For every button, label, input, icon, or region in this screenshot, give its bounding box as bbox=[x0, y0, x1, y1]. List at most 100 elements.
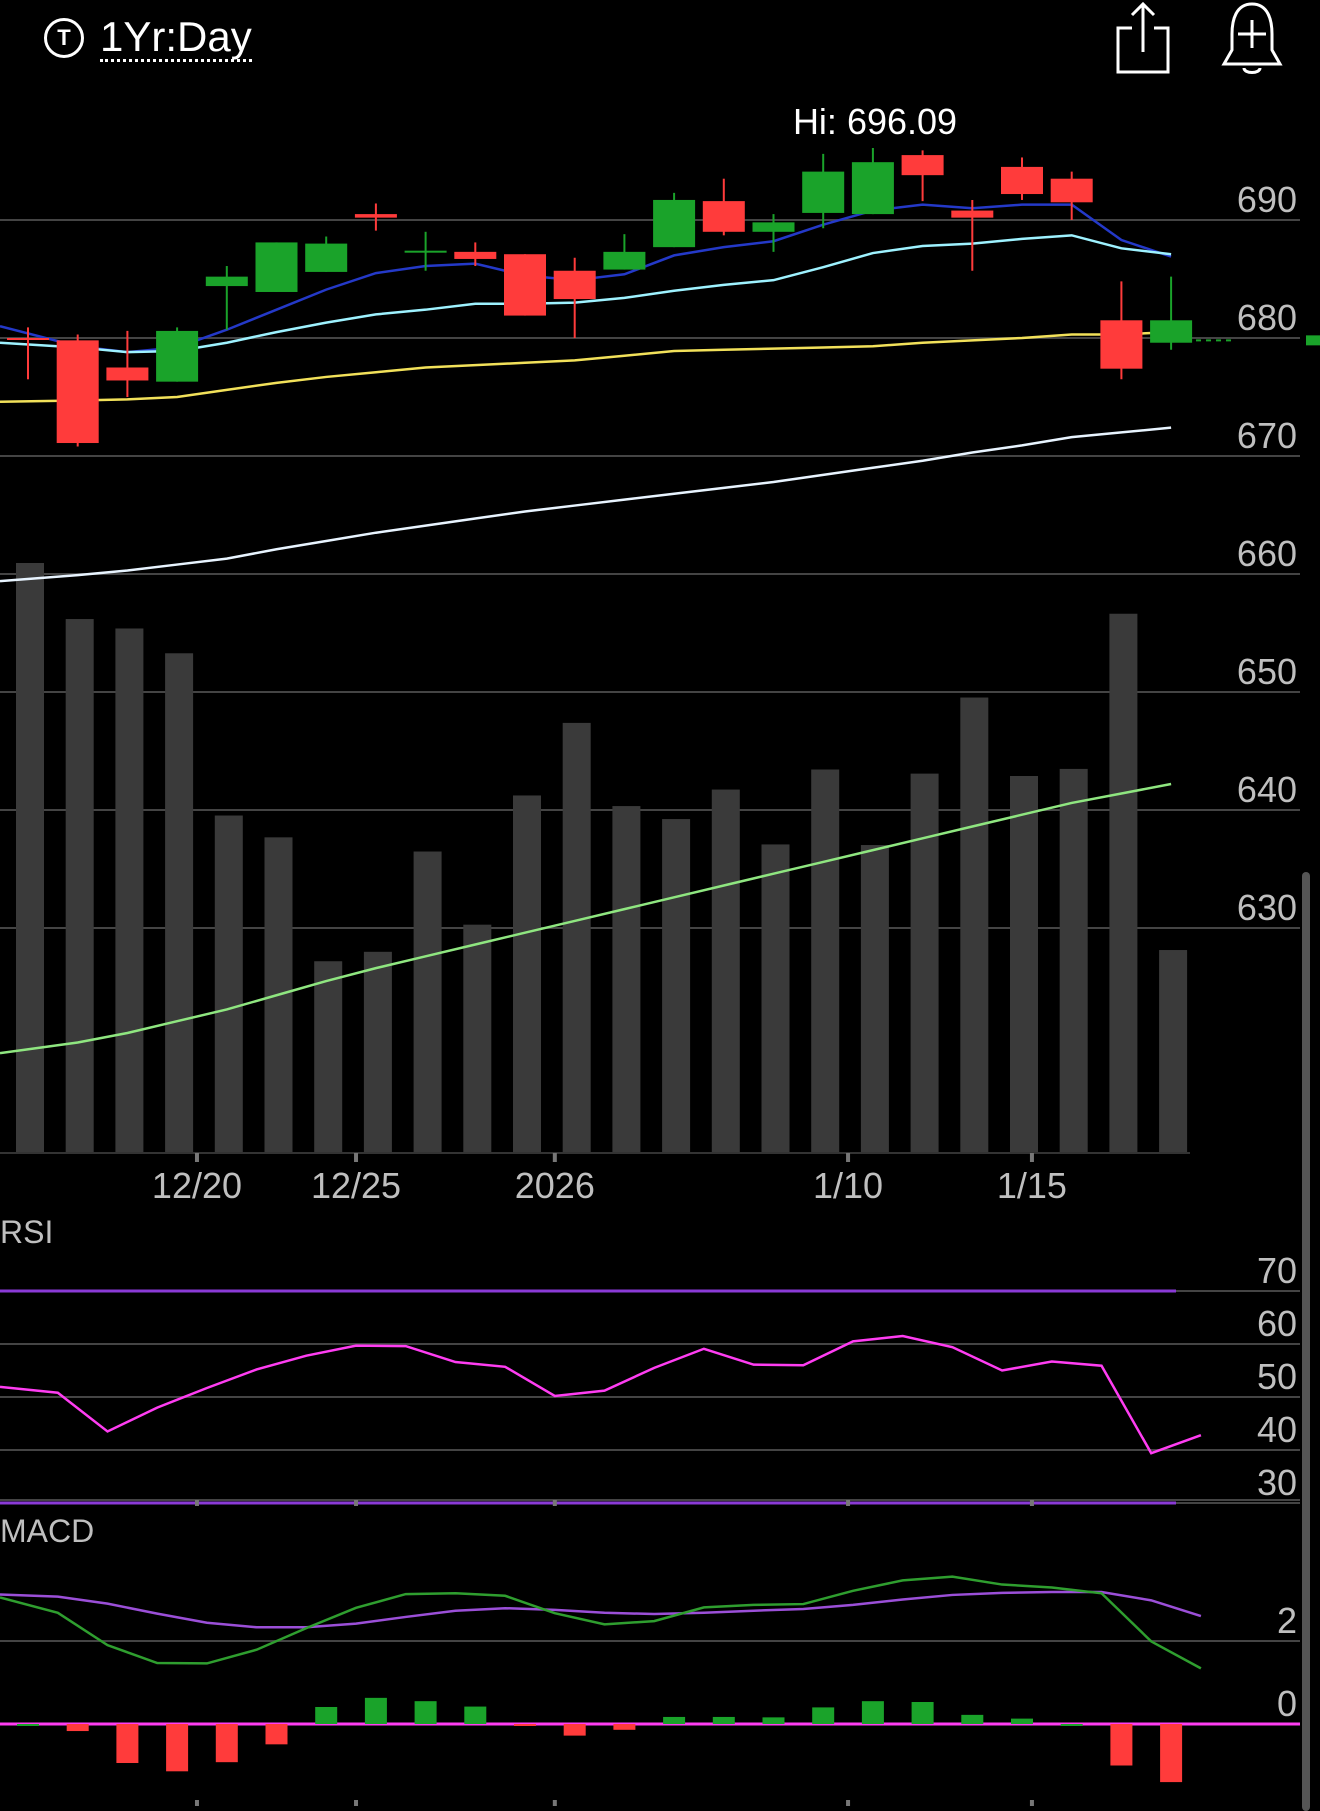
macd-histogram-bar-21 bbox=[1060, 1724, 1083, 1726]
range-selector[interactable]: T 1Yr:Day bbox=[44, 10, 252, 66]
candle-body-16 bbox=[802, 171, 845, 213]
macd-histogram-bar-14 bbox=[712, 1716, 735, 1724]
volume-bar-12 bbox=[612, 806, 641, 1153]
volume-bar-9 bbox=[463, 924, 492, 1153]
top-bar: T 1Yr:Day bbox=[0, 0, 1320, 80]
candle-body-2 bbox=[106, 367, 149, 381]
candle-11 bbox=[553, 257, 596, 338]
macd-histogram-bar-8 bbox=[414, 1701, 437, 1724]
candle-22 bbox=[1100, 281, 1143, 380]
macd-histogram-bar-19 bbox=[961, 1714, 984, 1724]
candle-body-7 bbox=[354, 214, 397, 218]
price-tick-label-650: 650 bbox=[1237, 651, 1297, 692]
macd-histogram-bar-2 bbox=[116, 1724, 139, 1764]
candle-body-21 bbox=[1050, 178, 1093, 203]
macd-histogram-bar-18 bbox=[911, 1702, 934, 1724]
candle-body-13 bbox=[653, 199, 696, 248]
price-tick-label-640: 640 bbox=[1237, 769, 1297, 810]
macd-histogram-bar-3 bbox=[166, 1724, 189, 1772]
volume-bar-4 bbox=[214, 815, 243, 1153]
scrollbar[interactable] bbox=[1302, 872, 1310, 1811]
candle-21 bbox=[1050, 171, 1093, 220]
rsi-tick-label-60: 60 bbox=[1257, 1303, 1297, 1344]
volume-bar-3 bbox=[165, 653, 194, 1153]
volume-bar-10 bbox=[513, 795, 541, 1153]
candle-body-8 bbox=[404, 250, 447, 253]
candle-18 bbox=[901, 150, 944, 202]
candle-9 bbox=[454, 242, 497, 267]
volume-bar-17 bbox=[860, 845, 889, 1153]
rsi-tick-label-40: 40 bbox=[1257, 1409, 1297, 1450]
candle-body-9 bbox=[454, 251, 497, 259]
candle-5 bbox=[255, 242, 298, 292]
candle-body-19 bbox=[951, 210, 994, 218]
macd-tick-label-0: 0 bbox=[1277, 1683, 1297, 1724]
macd-histogram-bar-16 bbox=[812, 1707, 835, 1724]
add-alert-bell-icon bbox=[1221, 2, 1283, 74]
candle-body-11 bbox=[553, 270, 596, 300]
candle-body-17 bbox=[851, 162, 894, 215]
candle-body-6 bbox=[305, 243, 348, 272]
candle-body-15 bbox=[752, 222, 795, 232]
candle-body-5 bbox=[255, 242, 298, 292]
candle-20 bbox=[1001, 157, 1043, 200]
volume-bar-19 bbox=[960, 697, 989, 1153]
macd-histogram-bar-5 bbox=[265, 1724, 288, 1745]
volume-bar-20 bbox=[1010, 775, 1038, 1153]
candle-body-23 bbox=[1150, 320, 1193, 343]
share-button[interactable] bbox=[1108, 0, 1180, 80]
price-moving-average-1 bbox=[0, 203, 1172, 354]
add-alert-button[interactable] bbox=[1216, 0, 1288, 80]
volume-bar-18 bbox=[910, 773, 939, 1153]
macd-signal-line bbox=[0, 1590, 1202, 1629]
price-moving-average-3 bbox=[0, 330, 1172, 403]
range-label[interactable]: 1Yr:Day bbox=[100, 12, 252, 62]
macd-histogram-bar-20 bbox=[1011, 1718, 1033, 1724]
rsi-tick-label-70: 70 bbox=[1257, 1250, 1297, 1291]
rsi-panel-title: RSI bbox=[0, 1214, 53, 1250]
macd-histogram-bar-4 bbox=[215, 1724, 238, 1763]
ticker-type-icon: T bbox=[44, 18, 84, 58]
candle-2 bbox=[106, 330, 149, 397]
macd-histogram-bar-11 bbox=[563, 1724, 586, 1736]
date-label-0: 12/20 bbox=[152, 1165, 242, 1206]
candle-15 bbox=[752, 214, 795, 252]
volume-bar-22 bbox=[1109, 613, 1138, 1153]
candle-6 bbox=[305, 236, 348, 272]
date-label-1: 12/25 bbox=[311, 1165, 401, 1206]
volume-bar-1 bbox=[65, 619, 94, 1153]
last-price-marker bbox=[1306, 335, 1320, 346]
price-tick-label-630: 630 bbox=[1237, 887, 1297, 928]
macd-histogram-bar-6 bbox=[315, 1706, 338, 1724]
candle-body-0 bbox=[7, 338, 49, 340]
candle-12 bbox=[603, 234, 646, 270]
macd-histogram-bar-17 bbox=[861, 1701, 884, 1724]
volume-bar-13 bbox=[662, 819, 691, 1153]
candle-16 bbox=[802, 153, 845, 229]
macd-histogram-bar-1 bbox=[66, 1724, 89, 1732]
macd-histogram-bar-10 bbox=[514, 1724, 536, 1726]
rsi-tick-label-30: 30 bbox=[1257, 1462, 1297, 1503]
macd-histogram-bar-22 bbox=[1110, 1724, 1133, 1766]
volume-bar-11 bbox=[562, 722, 591, 1153]
volume-bar-15 bbox=[761, 844, 790, 1153]
candle-body-18 bbox=[901, 155, 944, 176]
macd-panel-title: MACD bbox=[0, 1513, 94, 1549]
macd-histogram-bar-9 bbox=[464, 1706, 487, 1724]
volume-bar-14 bbox=[711, 789, 740, 1153]
volume-bar-21 bbox=[1059, 768, 1088, 1153]
macd-histogram-bar-0 bbox=[17, 1724, 39, 1726]
volume-bar-8 bbox=[413, 851, 442, 1153]
price-tick-label-660: 660 bbox=[1237, 533, 1297, 574]
candle-body-10 bbox=[504, 254, 546, 316]
share-icon bbox=[1116, 1, 1170, 74]
candle-0 bbox=[7, 327, 49, 380]
candle-23 bbox=[1150, 276, 1193, 350]
volume-bar-6 bbox=[314, 961, 343, 1153]
candle-13 bbox=[653, 192, 696, 248]
macd-histogram-bar-13 bbox=[663, 1716, 686, 1724]
volume-bar-0 bbox=[16, 563, 44, 1153]
candle-body-4 bbox=[205, 276, 248, 287]
macd-line bbox=[0, 1575, 1202, 1670]
